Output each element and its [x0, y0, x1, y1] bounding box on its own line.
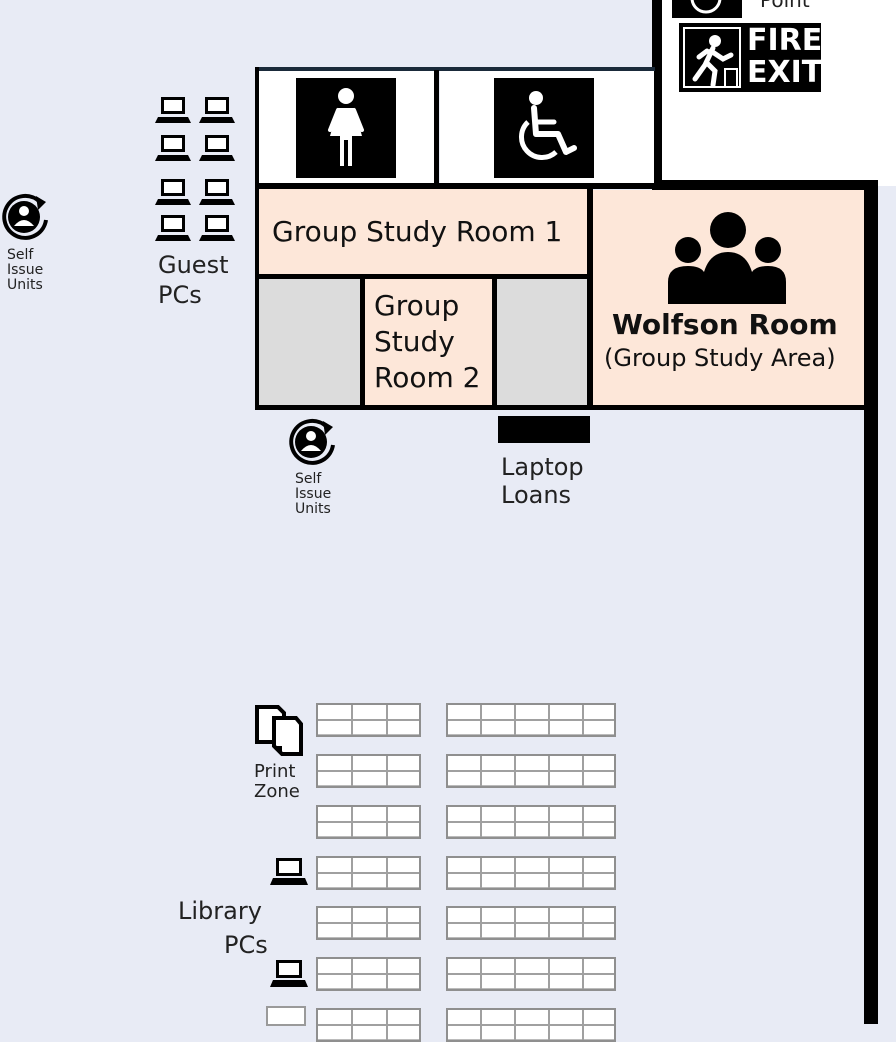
guest-pcs-label-2: PCs: [158, 281, 202, 309]
guest-pcs-label-1: Guest: [158, 251, 229, 279]
store-room-right: [497, 279, 589, 406]
group-icon: [664, 208, 790, 304]
wheelchair-icon: [494, 78, 594, 178]
wall: [492, 277, 497, 409]
wall: [434, 70, 439, 187]
female-toilet-icon: [296, 78, 396, 178]
assembly-point-label: Point: [760, 0, 810, 12]
fire-exit-sign: FIRE EXIT: [679, 23, 823, 92]
wall: [864, 183, 878, 1024]
wall: [652, 180, 878, 190]
self-issue-label-1: Self: [7, 247, 34, 263]
desk-block: [446, 906, 616, 940]
desk-block: [316, 805, 421, 839]
print-zone-label-2: Zone: [254, 781, 300, 802]
group-study-room-2-label-2: Study: [374, 325, 455, 358]
laptop-icon: [199, 135, 235, 161]
laptop-icon: [270, 858, 308, 885]
laptop-icon: [155, 97, 191, 123]
wall: [255, 274, 592, 279]
laptop-icon: [270, 960, 308, 987]
self-issue-label-1: Self: [295, 471, 322, 487]
desk-block: [316, 957, 421, 991]
library-pcs-label-1: Library: [178, 897, 262, 925]
laptop-icon: [155, 135, 191, 161]
wall: [255, 67, 259, 410]
wall: [587, 186, 593, 409]
assembly-point-icon: [672, 0, 742, 18]
wall: [255, 183, 655, 189]
desk-block: [446, 805, 616, 839]
laptop-loans-label-1: Laptop: [501, 453, 584, 481]
wall: [652, 0, 662, 190]
print-zone-label-1: Print: [254, 761, 296, 782]
self-issue-label-3: Units: [295, 501, 331, 517]
group-study-room-2: [365, 279, 493, 406]
laptop-icon: [155, 215, 191, 241]
wolfson-room-subtitle: (Group Study Area): [604, 344, 836, 372]
library-pcs-label-2: PCs: [224, 931, 268, 959]
fire-exit-icon: [683, 27, 741, 88]
group-study-room-1: [259, 189, 589, 277]
desk-block: [446, 1008, 616, 1042]
laptop-loans-counter: [498, 416, 590, 443]
fire-exit-text-2: EXIT: [747, 55, 823, 90]
wall: [360, 277, 365, 409]
self-issue-icon: [287, 417, 337, 467]
desk-block: [316, 856, 421, 890]
wolfson-room-title: Wolfson Room: [612, 308, 838, 341]
wall: [255, 67, 655, 71]
desk-block: [316, 906, 421, 940]
desk-block: [316, 1008, 421, 1042]
print-icon: [254, 704, 304, 758]
fire-exit-text-1: FIRE: [747, 23, 823, 58]
laptop-icon: [199, 179, 235, 205]
guest-pcs-laptops: [155, 97, 235, 241]
desk-block: [446, 957, 616, 991]
desk-block: [316, 703, 421, 737]
group-study-room-1-label: Group Study Room 1: [272, 215, 563, 248]
wall: [590, 405, 868, 410]
self-issue-icon: [0, 192, 50, 242]
group-study-room-2-label-3: Room 2: [374, 361, 481, 394]
laptop-icon: [155, 179, 191, 205]
laptop-icon: [199, 215, 235, 241]
laptop-loans-label-2: Loans: [501, 481, 572, 509]
desk-block: [446, 856, 616, 890]
store-room-left: [259, 279, 362, 406]
wall: [255, 405, 593, 410]
self-issue-label-2: Issue: [295, 486, 332, 502]
self-issue-label-3: Units: [7, 277, 43, 293]
desk-block: [446, 754, 616, 788]
desk-block: [316, 754, 421, 788]
laptop-icon: [199, 97, 235, 123]
desk-partial: [266, 1006, 306, 1026]
group-study-room-2-label-1: Group: [374, 289, 460, 322]
desk-block: [446, 703, 616, 737]
self-issue-label-2: Issue: [7, 262, 44, 278]
